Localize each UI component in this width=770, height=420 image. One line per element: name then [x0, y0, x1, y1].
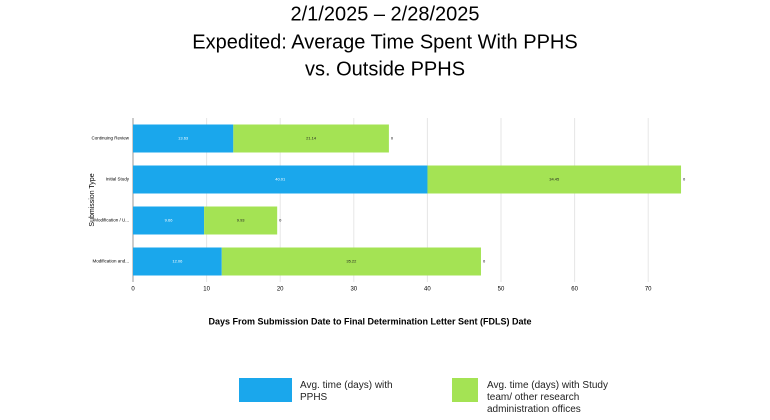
y-tick-label: Modification and... — [92, 259, 129, 264]
end-label: 0 — [483, 259, 486, 264]
bar-segment — [233, 124, 389, 153]
legend-label: Avg. time (days) with PPHS — [300, 380, 393, 403]
x-tick-label: 30 — [350, 287, 357, 293]
x-tick-label: 60 — [571, 287, 578, 293]
bar-segment — [221, 247, 481, 276]
x-tick-label: 0 — [131, 287, 135, 293]
legend-label: Avg. time (days) with Study team/ other … — [487, 380, 608, 415]
title-line: vs. Outside PPHS — [305, 58, 465, 80]
value-label: 12.06 — [172, 259, 183, 264]
y-tick-label: Initial Study — [106, 177, 130, 182]
bar-segment — [133, 247, 222, 276]
x-tick-label: 40 — [424, 287, 431, 293]
value-label: 9.93 — [237, 218, 246, 223]
legend-swatch — [239, 378, 292, 402]
bar-segment — [133, 165, 428, 194]
y-tick-label: Modification / U... — [94, 218, 129, 223]
value-label: 21.14 — [306, 136, 317, 141]
y-axis-label: Submission Type — [89, 173, 96, 226]
x-tick-label: 20 — [277, 287, 284, 293]
bar-segment — [133, 124, 234, 153]
bar-segment — [204, 206, 278, 235]
value-label: 35.22 — [346, 259, 357, 264]
value-label: 34.45 — [549, 177, 560, 182]
title-line: 2/1/2025 – 2/28/2025 — [290, 3, 479, 25]
x-tick-label: 50 — [498, 287, 505, 293]
end-label: 0 — [683, 177, 686, 182]
value-label: 9.66 — [165, 218, 174, 223]
x-tick-label: 10 — [203, 287, 210, 293]
x-tick-label: 70 — [645, 287, 652, 293]
end-label: 0 — [279, 218, 282, 223]
bar-segment — [133, 206, 205, 235]
bar-segment — [427, 165, 682, 194]
end-label: 0 — [391, 136, 394, 141]
title-line: Expedited: Average Time Spent With PPHS — [192, 31, 577, 53]
value-label: 40.01 — [275, 177, 286, 182]
x-axis-label: Days From Submission Date to Final Deter… — [208, 316, 531, 326]
legend-swatch — [452, 378, 478, 402]
value-label: 13.63 — [178, 136, 189, 141]
y-tick-label: Continuing Review — [91, 136, 129, 141]
